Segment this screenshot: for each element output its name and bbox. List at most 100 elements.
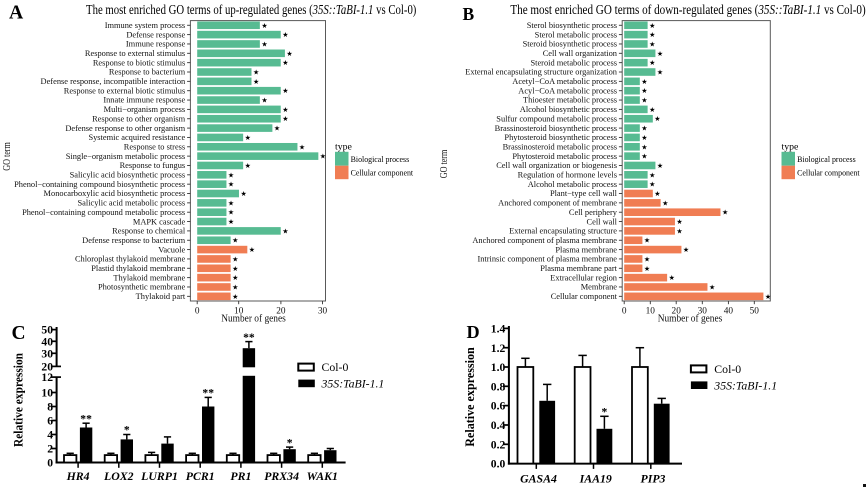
svg-text:12: 12 [41,371,53,384]
svg-text:★: ★ [282,87,288,95]
svg-text:★: ★ [232,284,238,292]
svg-text:Biological process: Biological process [797,155,856,164]
svg-text:★: ★ [649,22,655,30]
svg-text:10: 10 [41,387,53,400]
svg-text:★: ★ [232,237,238,245]
svg-text:★: ★ [649,59,655,67]
svg-text:Cell periphery: Cell periphery [569,208,618,217]
svg-text:The most enriched GO terms of: The most enriched GO terms of down-regul… [510,2,865,17]
svg-text:8: 8 [47,401,53,414]
svg-text:2: 2 [47,443,53,456]
svg-text:Extracellular region: Extracellular region [550,273,618,282]
svg-text:Thylakoid membrane: Thylakoid membrane [113,273,185,282]
svg-text:★: ★ [245,162,251,170]
svg-text:★: ★ [644,265,650,273]
svg-text:★: ★ [654,190,660,198]
svg-text:Response to other organism: Response to other organism [92,114,186,123]
svg-text:0: 0 [47,457,53,470]
svg-text:Cellular component: Cellular component [797,168,860,177]
svg-text:★: ★ [669,274,675,282]
svg-text:Cell wall: Cell wall [587,217,618,226]
svg-text:Regulation of hormone levels: Regulation of hormone levels [518,171,617,180]
svg-text:★: ★ [228,181,234,189]
svg-text:Response to fungus: Response to fungus [120,161,186,170]
svg-text:★: ★ [228,209,234,217]
svg-text:Brassinosteroid metabolic proc: Brassinosteroid metabolic process [503,143,617,152]
svg-text:★: ★ [261,97,267,105]
svg-text:★: ★ [657,162,663,170]
svg-text:★: ★ [232,293,238,301]
svg-text:★: ★ [722,209,728,217]
svg-text:Anchored component of plasma m: Anchored component of plasma membrane [472,236,617,245]
svg-text:Phenol−containing compound met: Phenol−containing compound metabolic pro… [22,208,185,217]
svg-text:Intrinsic component of plasma: Intrinsic component of plasma membrane [477,255,617,264]
svg-text:Col-0: Col-0 [714,362,741,376]
svg-text:External encapsulating structu: External encapsulating structure organiz… [465,68,618,77]
svg-text:Acyl−CoA metabolic process: Acyl−CoA metabolic process [518,86,617,95]
svg-text:Steroid biosynthetic process: Steroid biosynthetic process [523,40,617,49]
svg-text:Phytosteroid metabolic process: Phytosteroid metabolic process [512,152,617,161]
svg-text:0.2: 0.2 [491,438,506,451]
svg-text:GO term: GO term [2,142,13,171]
svg-text:★: ★ [709,284,715,292]
svg-text:20: 20 [276,306,286,316]
svg-text:Salicylic acid metabolic proce: Salicylic acid metabolic process [78,199,186,208]
svg-text:★: ★ [683,246,689,254]
svg-text:35S:TaBI-1.1: 35S:TaBI-1.1 [713,378,777,392]
svg-text:★: ★ [282,115,288,123]
svg-text:★: ★ [641,143,647,151]
svg-text:Response to external stimulus: Response to external stimulus [85,49,185,58]
svg-text:10: 10 [646,306,656,316]
svg-text:WAK1: WAK1 [307,469,338,483]
svg-text:Defense response: Defense response [126,30,185,39]
svg-text:★: ★ [286,50,292,58]
svg-text:★: ★ [641,78,647,86]
svg-text:★: ★ [641,125,647,133]
svg-text:Anchored component of membrane: Anchored component of membrane [498,199,617,208]
svg-text:*: * [124,424,130,437]
svg-text:★: ★ [261,22,267,30]
svg-text:Defense response to other orga: Defense response to other organism [65,124,185,133]
svg-text:★: ★ [261,41,267,49]
svg-text:★: ★ [228,171,234,179]
svg-text:★: ★ [282,31,288,39]
svg-text:40: 40 [724,306,734,316]
svg-text:Plasma membrane part: Plasma membrane part [540,264,617,273]
svg-text:**: ** [243,331,255,344]
svg-text:Sulfur compound metabolic proc: Sulfur compound metabolic process [496,114,617,123]
svg-text:★: ★ [282,59,288,67]
svg-text:B: B [463,4,475,24]
svg-text:Plastid thylakoid membrane: Plastid thylakoid membrane [91,264,185,273]
svg-text:1.0: 1.0 [491,361,506,374]
svg-text:Immune system process: Immune system process [105,21,185,30]
svg-text:type: type [782,141,800,152]
svg-text:6: 6 [47,415,53,428]
svg-text:★: ★ [765,293,771,301]
svg-text:Defense response, incompatible: Defense response, incompatible interacti… [41,77,186,86]
svg-text:★: ★ [232,274,238,282]
svg-text:*: * [602,406,608,419]
svg-text:★: ★ [282,227,288,235]
svg-text:Response to chemical: Response to chemical [112,227,186,236]
svg-text:★: ★ [253,78,259,86]
svg-text:C: C [12,323,26,344]
svg-text:Number of genes: Number of genes [221,313,286,324]
svg-text:★: ★ [657,50,663,58]
svg-text:Vacuole: Vacuole [158,245,185,254]
svg-text:★: ★ [644,255,650,263]
svg-text:Alcohol biosynthetic process: Alcohol biosynthetic process [520,105,617,114]
svg-text:Alcohol metabolic process: Alcohol metabolic process [528,180,617,189]
svg-text:PRX34: PRX34 [264,469,299,483]
svg-text:★: ★ [253,69,259,77]
svg-text:Relative expression: Relative expression [463,347,477,446]
svg-text:★: ★ [232,265,238,273]
svg-text:Cellular component: Cellular component [551,292,618,301]
svg-text:External encapsulating structu: External encapsulating structure [509,227,617,236]
svg-text:★: ★ [649,31,655,39]
svg-text:40: 40 [41,335,53,348]
svg-text:Plasma membrane: Plasma membrane [555,245,617,254]
svg-text:Thioester metabolic process: Thioester metabolic process [523,96,617,105]
svg-text:GO term: GO term [439,149,450,178]
svg-text:★: ★ [282,106,288,114]
svg-text:HR4: HR4 [66,469,90,483]
